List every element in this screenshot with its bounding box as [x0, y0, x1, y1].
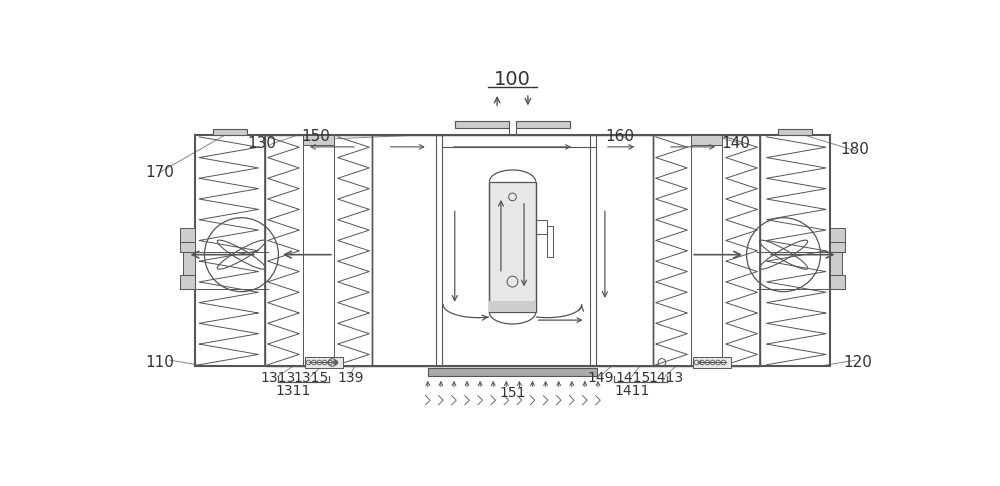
Text: 1415: 1415 — [616, 371, 651, 385]
Bar — [691, 135, 722, 144]
Bar — [536, 220, 547, 234]
Bar — [195, 135, 265, 366]
Bar — [778, 129, 812, 135]
Text: 1315: 1315 — [293, 371, 328, 385]
Bar — [180, 228, 195, 242]
Bar — [653, 135, 760, 366]
Text: 180: 180 — [841, 142, 870, 156]
Bar — [305, 357, 343, 368]
Bar — [489, 301, 536, 312]
Bar — [213, 129, 247, 135]
Text: 151: 151 — [499, 386, 526, 400]
Bar — [265, 135, 372, 366]
Bar — [830, 228, 845, 242]
Text: 1413: 1413 — [649, 371, 684, 385]
Text: 140: 140 — [721, 136, 750, 151]
Text: 1411: 1411 — [614, 384, 650, 398]
Bar — [303, 135, 334, 144]
Bar — [372, 135, 653, 366]
Text: 120: 120 — [843, 355, 872, 370]
Text: 139: 139 — [338, 371, 364, 385]
Text: 130: 130 — [248, 136, 277, 151]
Bar — [693, 357, 731, 368]
Bar — [436, 135, 442, 366]
Text: 1313: 1313 — [260, 371, 295, 385]
Bar — [590, 135, 596, 366]
Text: 149: 149 — [587, 371, 614, 385]
Bar — [180, 276, 195, 289]
Text: 110: 110 — [145, 355, 174, 370]
Text: 160: 160 — [606, 129, 635, 144]
Text: 150: 150 — [302, 129, 331, 144]
Bar — [830, 276, 845, 289]
Text: 1311: 1311 — [275, 384, 311, 398]
Text: 100: 100 — [494, 70, 531, 89]
Bar — [760, 135, 830, 366]
Bar — [830, 252, 842, 276]
Bar — [547, 226, 553, 257]
Bar — [195, 135, 830, 366]
Bar — [489, 181, 536, 312]
Bar — [428, 368, 597, 376]
Bar — [180, 242, 195, 252]
Bar — [455, 122, 509, 128]
Bar — [830, 242, 845, 252]
Text: 170: 170 — [145, 165, 174, 180]
Bar — [516, 122, 570, 128]
Bar — [183, 252, 195, 276]
